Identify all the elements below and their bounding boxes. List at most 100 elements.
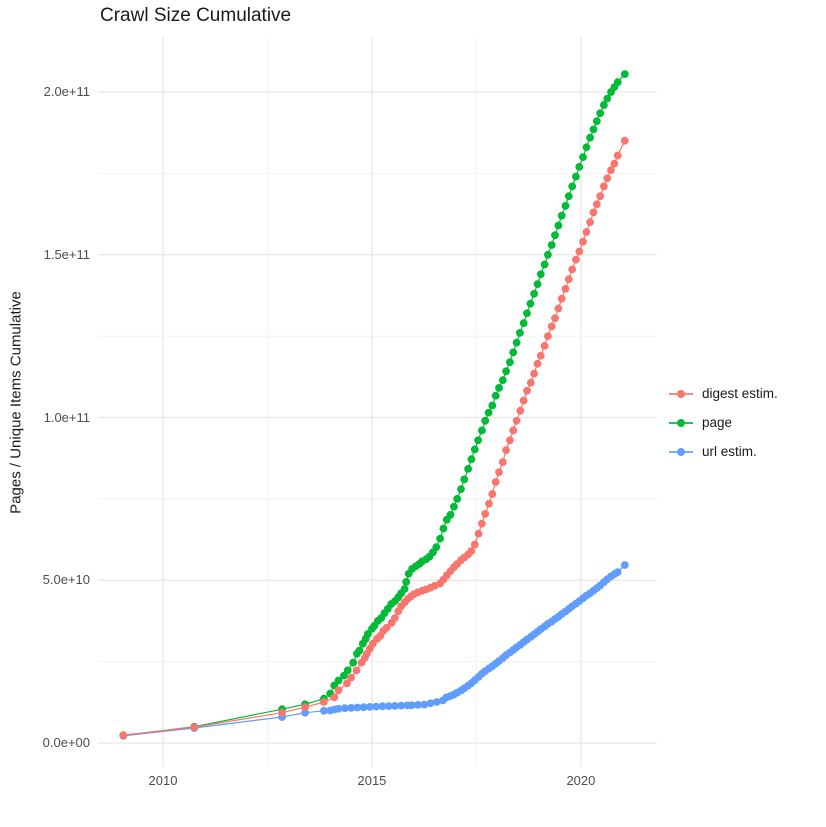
data-point xyxy=(592,200,601,209)
data-point xyxy=(512,416,521,425)
data-point xyxy=(457,485,465,493)
legend-key-dot xyxy=(677,389,685,398)
data-point xyxy=(467,547,476,555)
legend: digest estim. page url estim. xyxy=(669,379,778,466)
data-point xyxy=(391,702,399,710)
data-point xyxy=(301,703,309,712)
data-point xyxy=(582,143,591,152)
data-point xyxy=(502,446,510,454)
data-point xyxy=(509,426,518,435)
data-point xyxy=(498,458,507,466)
legend-entry-label: digest estim. xyxy=(702,386,778,401)
data-point xyxy=(343,679,351,688)
data-point xyxy=(579,153,587,161)
data-point xyxy=(613,78,622,87)
data-point xyxy=(536,270,545,279)
data-point xyxy=(551,314,559,323)
data-point xyxy=(453,495,462,503)
y-tick-label: 0.0e+00 xyxy=(42,735,90,750)
data-point xyxy=(600,101,608,109)
data-point xyxy=(474,529,483,538)
data-point xyxy=(564,192,573,201)
data-point xyxy=(467,455,476,464)
data-point xyxy=(190,723,199,731)
data-point xyxy=(547,322,556,331)
data-point xyxy=(278,708,286,717)
x-tick-label: 2020 xyxy=(566,773,596,788)
data-point xyxy=(589,208,598,217)
data-point xyxy=(334,704,343,713)
data-point xyxy=(506,436,514,445)
data-point xyxy=(568,182,577,191)
data-point xyxy=(352,666,361,675)
data-point xyxy=(586,218,594,227)
data-point xyxy=(596,192,605,201)
data-point xyxy=(320,706,328,715)
legend-key-icon xyxy=(669,385,693,402)
data-point xyxy=(485,499,493,508)
data-point xyxy=(450,502,458,511)
data-point xyxy=(407,701,416,710)
data-point xyxy=(620,136,629,145)
data-point xyxy=(426,699,435,708)
y-tick-label: 1.0e+11 xyxy=(43,409,90,425)
data-point xyxy=(582,228,591,236)
data-point xyxy=(495,384,503,392)
y-tick-label: 2.0e+11 xyxy=(43,84,90,99)
data-point xyxy=(400,585,409,593)
data-point xyxy=(506,358,514,367)
data-point xyxy=(439,524,448,533)
data-point xyxy=(603,94,612,103)
data-point xyxy=(572,172,580,181)
data-point xyxy=(568,265,577,274)
legend-entry-digest: digest estim. xyxy=(669,379,778,408)
data-point xyxy=(554,221,563,230)
data-point xyxy=(481,510,490,518)
data-point xyxy=(620,561,629,569)
x-tick-label: 2015 xyxy=(357,773,387,788)
data-point xyxy=(540,260,549,269)
data-point xyxy=(526,299,535,308)
data-point xyxy=(557,294,566,303)
data-point xyxy=(533,359,542,368)
data-point xyxy=(347,704,355,712)
data-point xyxy=(343,666,352,675)
y-axis-title: Pages / Unique Items Cumulative xyxy=(7,291,25,514)
data-point xyxy=(402,578,411,586)
data-point xyxy=(495,468,503,477)
legend-key-icon xyxy=(669,443,693,460)
data-point xyxy=(536,351,545,360)
data-point xyxy=(551,231,559,240)
data-point xyxy=(488,401,497,410)
data-point xyxy=(579,237,587,246)
data-point xyxy=(301,708,309,717)
data-point xyxy=(512,338,521,347)
data-point xyxy=(464,465,472,473)
data-point xyxy=(572,255,580,264)
data-point xyxy=(484,408,493,417)
data-point xyxy=(330,693,339,702)
data-point xyxy=(516,329,524,337)
data-point xyxy=(603,174,612,183)
data-point xyxy=(384,702,393,710)
data-point xyxy=(397,701,406,710)
data-point xyxy=(533,280,542,288)
data-point xyxy=(610,159,619,168)
data-point xyxy=(355,646,364,655)
data-point xyxy=(519,319,528,327)
data-point xyxy=(547,241,556,249)
data-point xyxy=(391,614,399,622)
data-point xyxy=(359,703,368,712)
data-point xyxy=(436,534,444,543)
data-point xyxy=(530,289,538,298)
data-point xyxy=(349,658,358,667)
data-point xyxy=(600,182,608,191)
data-point xyxy=(544,250,552,259)
data-point xyxy=(474,436,482,445)
legend-key-icon xyxy=(669,414,693,431)
data-point xyxy=(561,285,570,293)
data-point xyxy=(502,367,510,376)
data-point xyxy=(613,568,622,576)
legend-key-dot xyxy=(677,447,685,456)
legend-entry-label: url estim. xyxy=(702,444,757,459)
